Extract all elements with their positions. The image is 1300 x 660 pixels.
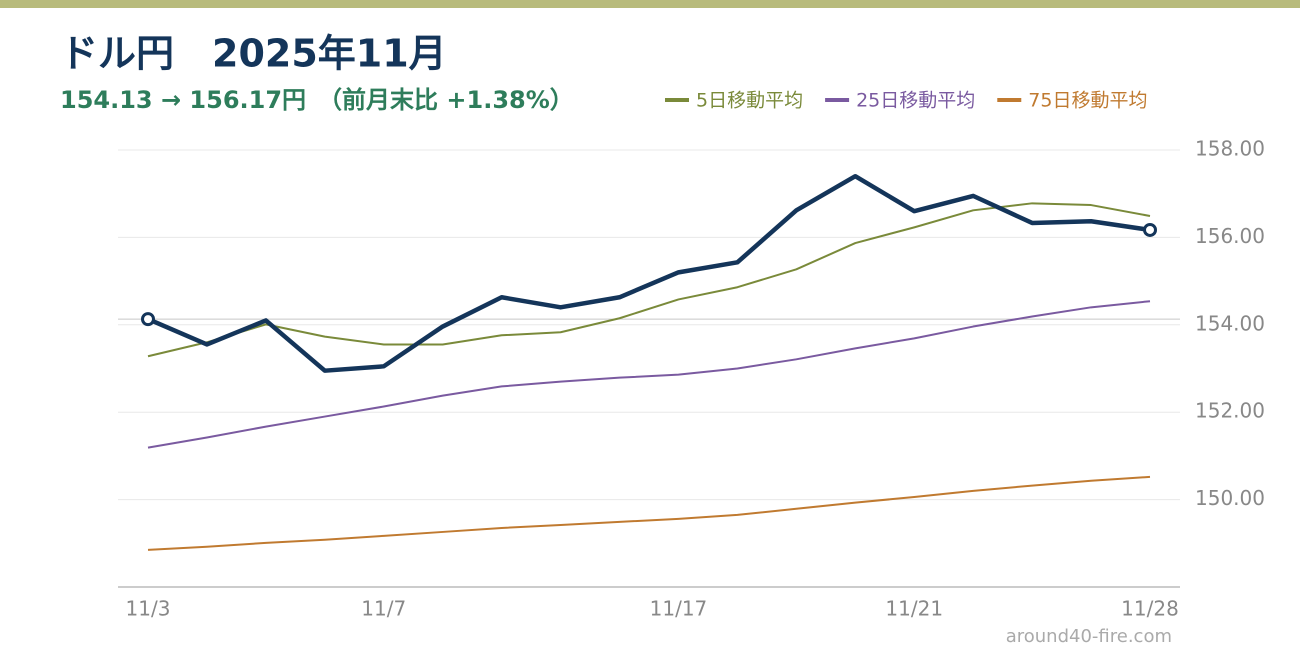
legend-label: 75日移動平均 xyxy=(1028,90,1147,112)
ma-line xyxy=(147,300,1151,449)
y-tick-label: 154.00 xyxy=(1195,311,1265,335)
y-tick-label: 156.00 xyxy=(1195,224,1265,248)
x-tick-label: 11/28 xyxy=(1121,597,1179,621)
legend-label: 25日移動平均 xyxy=(856,90,975,112)
ma-line xyxy=(147,475,1151,551)
chart-subtitle: 154.13 → 156.17円 （前月末比 +1.38%） xyxy=(60,86,574,114)
x-tick-label: 11/3 xyxy=(126,597,171,621)
source: around40-fire.com xyxy=(1006,626,1172,647)
y-tick-label: 158.00 xyxy=(1195,137,1265,161)
top-bar xyxy=(0,0,1300,8)
endpoint-marker xyxy=(141,312,155,327)
ma-line xyxy=(147,202,1151,358)
y-tick-label: 152.00 xyxy=(1195,399,1265,423)
x-tick-label: 11/21 xyxy=(885,597,943,621)
y-tick-label: 150.00 xyxy=(1195,486,1265,510)
chart-title: ドル円 2025年11月 xyxy=(60,32,447,76)
price-line xyxy=(147,173,1151,373)
legend-label: 5日移動平均 xyxy=(696,90,803,112)
x-tick-label: 11/7 xyxy=(361,597,406,621)
x-tick-label: 11/17 xyxy=(650,597,708,621)
endpoint-marker xyxy=(1143,222,1157,237)
